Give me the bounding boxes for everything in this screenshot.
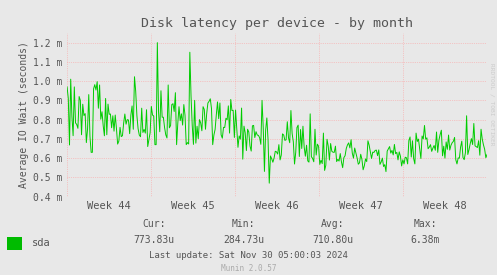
Text: RRDTOOL / TOBI OETIKER: RRDTOOL / TOBI OETIKER (490, 63, 495, 146)
Y-axis label: Average IO Wait (seconds): Average IO Wait (seconds) (19, 41, 29, 188)
Text: 773.83u: 773.83u (134, 235, 174, 245)
Text: 6.38m: 6.38m (410, 235, 440, 245)
Text: Min:: Min: (232, 219, 255, 229)
Text: 284.73u: 284.73u (223, 235, 264, 245)
Text: Last update: Sat Nov 30 05:00:03 2024: Last update: Sat Nov 30 05:00:03 2024 (149, 252, 348, 260)
Text: Avg:: Avg: (321, 219, 345, 229)
Text: Max:: Max: (413, 219, 437, 229)
Text: sda: sda (32, 238, 51, 248)
Text: 710.80u: 710.80u (313, 235, 353, 245)
Text: Munin 2.0.57: Munin 2.0.57 (221, 264, 276, 273)
Title: Disk latency per device - by month: Disk latency per device - by month (141, 17, 413, 31)
Text: Cur:: Cur: (142, 219, 166, 229)
